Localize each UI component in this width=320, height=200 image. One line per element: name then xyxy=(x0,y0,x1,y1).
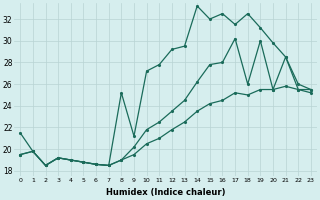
X-axis label: Humidex (Indice chaleur): Humidex (Indice chaleur) xyxy=(106,188,225,197)
